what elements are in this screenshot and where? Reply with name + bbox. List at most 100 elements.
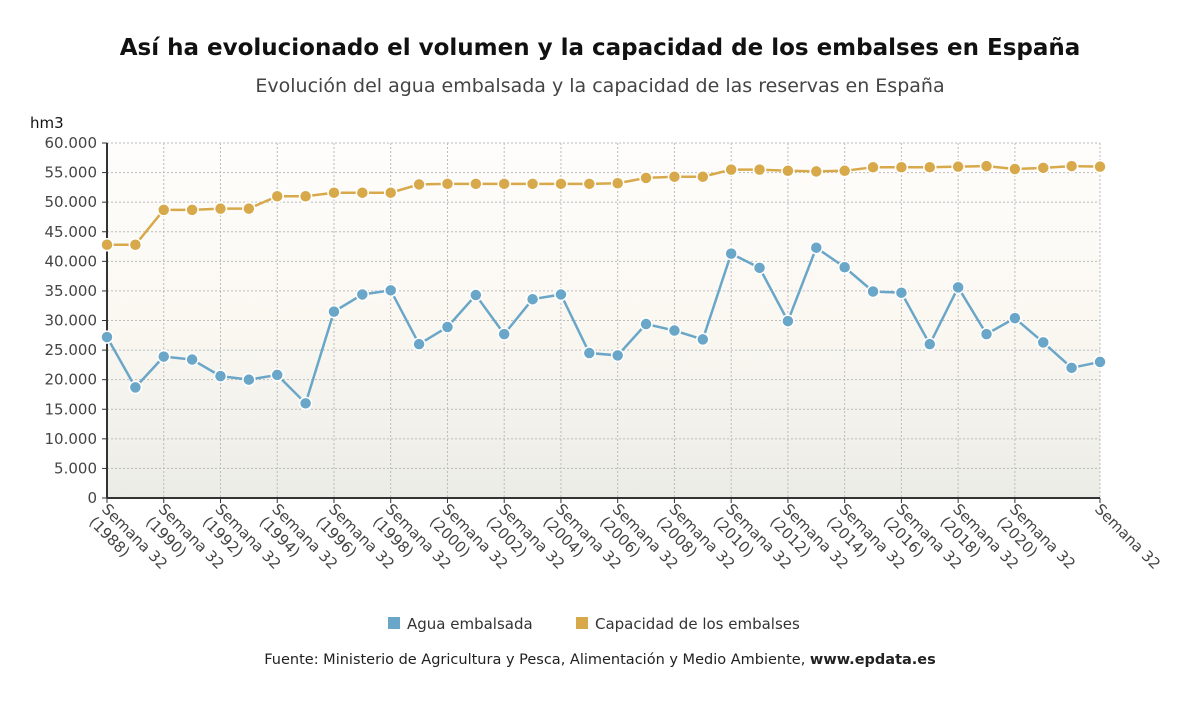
- data-point[interactable]: [724, 246, 738, 261]
- data-point[interactable]: [469, 288, 483, 302]
- data-point[interactable]: [554, 287, 568, 302]
- data-point[interactable]: [979, 159, 994, 173]
- data-point[interactable]: [610, 176, 625, 190]
- y-tick-label: 40.000: [45, 252, 98, 270]
- data-point[interactable]: [270, 189, 284, 203]
- data-point[interactable]: [724, 162, 738, 177]
- data-point[interactable]: [525, 292, 540, 306]
- data-point[interactable]: [1064, 159, 1079, 173]
- source-link[interactable]: www.epdata.es: [810, 652, 936, 668]
- data-point[interactable]: [1093, 355, 1107, 369]
- data-point[interactable]: [781, 314, 795, 328]
- legend-swatch-agua: [388, 617, 400, 629]
- data-point[interactable]: [1036, 335, 1051, 350]
- data-point[interactable]: [242, 372, 256, 387]
- data-point[interactable]: [383, 283, 398, 298]
- y-tick-label: 45.000: [45, 223, 98, 241]
- y-axis-label: hm3: [30, 114, 64, 132]
- y-tick-label: 0: [87, 489, 97, 507]
- data-point[interactable]: [412, 337, 426, 351]
- legend-item-capacidad[interactable]: Capacidad de los embalses: [576, 615, 800, 633]
- data-point[interactable]: [696, 332, 710, 347]
- data-point[interactable]: [327, 304, 341, 319]
- data-point[interactable]: [412, 177, 426, 192]
- data-point[interactable]: [951, 280, 965, 295]
- data-point[interactable]: [298, 189, 313, 203]
- data-point[interactable]: [696, 169, 710, 184]
- data-point[interactable]: [752, 261, 767, 275]
- data-point[interactable]: [497, 327, 511, 341]
- data-point[interactable]: [667, 169, 682, 184]
- data-point[interactable]: [1008, 311, 1022, 325]
- data-point[interactable]: [752, 162, 767, 177]
- data-point[interactable]: [781, 164, 795, 178]
- data-point[interactable]: [866, 284, 880, 299]
- y-tick-label: 10.000: [45, 430, 98, 448]
- y-tick-label: 5.000: [54, 459, 97, 477]
- data-point[interactable]: [837, 260, 852, 274]
- legend-label-agua: Agua embalsada: [407, 615, 533, 633]
- x-tick-label: Semana 32: [1091, 500, 1164, 573]
- data-point[interactable]: [582, 177, 597, 191]
- data-point[interactable]: [610, 348, 625, 363]
- data-point[interactable]: [128, 380, 143, 395]
- data-point[interactable]: [1036, 161, 1051, 175]
- data-point[interactable]: [185, 352, 199, 367]
- data-point[interactable]: [951, 159, 965, 174]
- data-point[interactable]: [100, 238, 114, 252]
- data-point[interactable]: [469, 177, 483, 191]
- y-axis: 0 5.000 10.000 15.000 20.000 25.000 30.000 35.0…: [45, 134, 108, 507]
- data-point[interactable]: [525, 177, 540, 191]
- data-point[interactable]: [100, 330, 114, 344]
- data-point[interactable]: [156, 349, 171, 364]
- data-point[interactable]: [809, 240, 824, 255]
- data-point[interactable]: [923, 160, 937, 175]
- data-point[interactable]: [639, 317, 653, 331]
- data-point[interactable]: [667, 323, 682, 338]
- legend-label-capacidad: Capacidad de los embalses: [595, 615, 800, 633]
- source-note: Fuente: Ministerio de Agricultura y Pesc…: [264, 652, 936, 668]
- data-point[interactable]: [1064, 361, 1079, 375]
- data-point[interactable]: [809, 164, 824, 179]
- data-point[interactable]: [1008, 162, 1022, 176]
- y-tick-label: 50.000: [45, 193, 98, 211]
- data-point[interactable]: [298, 396, 313, 411]
- data-point[interactable]: [213, 369, 228, 383]
- y-tick-label: 25.000: [45, 341, 98, 359]
- data-point[interactable]: [355, 287, 370, 302]
- data-point[interactable]: [383, 185, 398, 200]
- data-point[interactable]: [894, 160, 909, 175]
- data-point[interactable]: [582, 346, 597, 360]
- y-tick-label: 35.000: [45, 282, 98, 300]
- data-point[interactable]: [639, 171, 653, 185]
- series-capacidad: [100, 159, 1107, 252]
- data-point[interactable]: [894, 285, 909, 300]
- data-point[interactable]: [1093, 159, 1107, 174]
- x-axis: Semana 32(1988) Semana 32(1990) Semana 32(…: [85, 497, 1164, 573]
- data-point[interactable]: [270, 368, 284, 382]
- data-point[interactable]: [128, 238, 143, 252]
- legend-item-agua-embalsada[interactable]: Agua embalsada: [388, 615, 533, 633]
- data-point[interactable]: [156, 203, 171, 217]
- data-point[interactable]: [866, 160, 880, 175]
- data-point[interactable]: [242, 201, 256, 216]
- data-point[interactable]: [213, 201, 228, 216]
- data-point[interactable]: [979, 327, 994, 341]
- chart-subtitle: Evolución del agua embalsada y la capaci…: [255, 75, 944, 97]
- data-point[interactable]: [837, 164, 852, 178]
- legend: Agua embalsada Capacidad de los embalses: [388, 615, 800, 633]
- data-point[interactable]: [497, 177, 511, 191]
- data-point[interactable]: [440, 177, 455, 191]
- data-point[interactable]: [185, 203, 199, 217]
- y-tick-label: 20.000: [45, 371, 98, 389]
- y-tick-label: 30.000: [45, 312, 98, 330]
- legend-swatch-capacidad: [576, 617, 588, 629]
- series-agua-embalsada: [100, 240, 1107, 411]
- source-text: Fuente: Ministerio de Agricultura y Pesc…: [264, 652, 810, 668]
- data-point[interactable]: [554, 177, 568, 191]
- y-tick-label: 15.000: [45, 400, 98, 418]
- data-point[interactable]: [327, 185, 341, 200]
- data-point[interactable]: [440, 320, 455, 334]
- data-point[interactable]: [923, 337, 937, 351]
- data-point[interactable]: [355, 185, 370, 200]
